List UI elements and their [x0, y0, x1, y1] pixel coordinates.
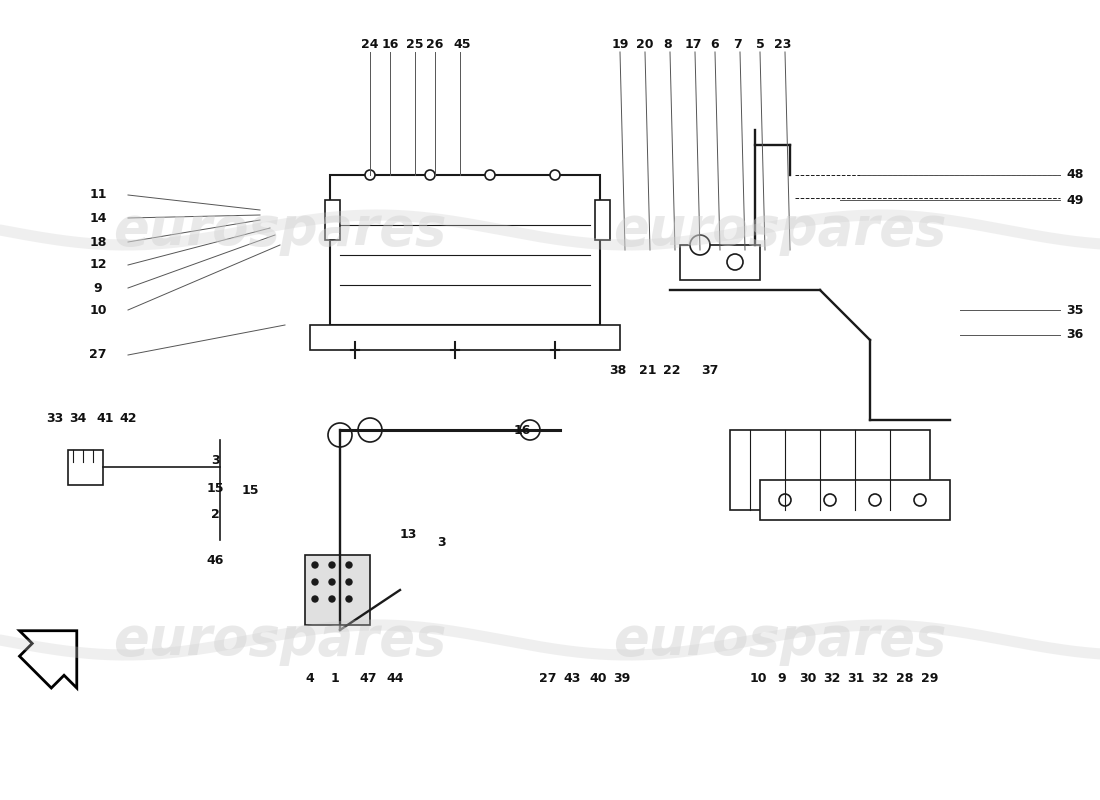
Text: 10: 10	[89, 303, 107, 317]
Text: 15: 15	[241, 483, 258, 497]
Text: 40: 40	[590, 671, 607, 685]
Circle shape	[312, 579, 318, 585]
Text: 30: 30	[800, 671, 816, 685]
Text: 47: 47	[360, 671, 376, 685]
Text: 12: 12	[89, 258, 107, 271]
Text: 2: 2	[210, 509, 219, 522]
Text: 43: 43	[563, 671, 581, 685]
Text: 41: 41	[97, 411, 113, 425]
Text: 23: 23	[774, 38, 792, 51]
Text: 9: 9	[94, 282, 102, 294]
Polygon shape	[305, 555, 370, 625]
Text: eurospares: eurospares	[113, 614, 447, 666]
Text: eurospares: eurospares	[614, 204, 947, 256]
Text: 37: 37	[702, 363, 718, 377]
Circle shape	[329, 596, 336, 602]
Text: 48: 48	[1066, 169, 1083, 182]
Circle shape	[824, 494, 836, 506]
Text: 16: 16	[382, 38, 398, 51]
Text: 42: 42	[119, 411, 136, 425]
Circle shape	[346, 596, 352, 602]
Bar	[730, 430, 930, 510]
Text: 20: 20	[636, 38, 653, 51]
Text: 38: 38	[609, 363, 627, 377]
Text: eurospares: eurospares	[614, 614, 947, 666]
Circle shape	[346, 579, 352, 585]
Text: 3: 3	[211, 454, 219, 466]
Bar	[760, 480, 950, 520]
Bar	[595, 200, 610, 240]
Text: 35: 35	[1066, 303, 1083, 317]
Bar	[310, 325, 620, 350]
Text: 27: 27	[539, 671, 557, 685]
Text: 34: 34	[69, 411, 87, 425]
Text: 33: 33	[46, 411, 64, 425]
Text: 31: 31	[847, 671, 865, 685]
Text: 5: 5	[756, 38, 764, 51]
Text: 45: 45	[453, 38, 471, 51]
Text: eurospares: eurospares	[113, 204, 447, 256]
Circle shape	[869, 494, 881, 506]
Circle shape	[914, 494, 926, 506]
Circle shape	[358, 418, 382, 442]
Circle shape	[520, 420, 540, 440]
Text: 9: 9	[778, 671, 786, 685]
Circle shape	[727, 254, 742, 270]
Text: 46: 46	[207, 554, 223, 566]
Text: 1: 1	[331, 671, 340, 685]
Bar	[324, 200, 340, 240]
Circle shape	[329, 579, 336, 585]
Circle shape	[312, 596, 318, 602]
Text: 15: 15	[207, 482, 223, 494]
Bar	[68, 450, 103, 485]
Text: 17: 17	[684, 38, 702, 51]
Text: 32: 32	[823, 671, 840, 685]
Text: 14: 14	[89, 211, 107, 225]
Text: 28: 28	[896, 671, 914, 685]
Text: 3: 3	[438, 535, 447, 549]
Circle shape	[328, 423, 352, 447]
Bar	[680, 245, 760, 280]
Text: 8: 8	[663, 38, 672, 51]
Text: 49: 49	[1066, 194, 1083, 206]
Text: 16: 16	[514, 423, 530, 437]
Circle shape	[365, 170, 375, 180]
Text: 7: 7	[734, 38, 742, 51]
Circle shape	[425, 170, 435, 180]
Text: 22: 22	[663, 363, 681, 377]
Circle shape	[346, 562, 352, 568]
Text: 6: 6	[711, 38, 719, 51]
Polygon shape	[20, 630, 77, 688]
Text: 26: 26	[427, 38, 443, 51]
Text: 4: 4	[306, 671, 315, 685]
Text: 32: 32	[871, 671, 889, 685]
Circle shape	[550, 170, 560, 180]
Circle shape	[485, 170, 495, 180]
Text: 36: 36	[1066, 329, 1083, 342]
Circle shape	[690, 235, 710, 255]
Text: 39: 39	[614, 671, 630, 685]
Text: 10: 10	[749, 671, 767, 685]
Text: 18: 18	[89, 235, 107, 249]
Text: 21: 21	[639, 363, 657, 377]
Text: 19: 19	[612, 38, 629, 51]
Text: 25: 25	[406, 38, 424, 51]
Text: 13: 13	[399, 529, 417, 542]
Text: 44: 44	[386, 671, 404, 685]
Circle shape	[312, 562, 318, 568]
Circle shape	[779, 494, 791, 506]
Circle shape	[329, 562, 336, 568]
FancyBboxPatch shape	[330, 175, 600, 325]
Text: 11: 11	[89, 189, 107, 202]
Text: 27: 27	[89, 349, 107, 362]
Text: 24: 24	[361, 38, 378, 51]
Text: 29: 29	[922, 671, 938, 685]
